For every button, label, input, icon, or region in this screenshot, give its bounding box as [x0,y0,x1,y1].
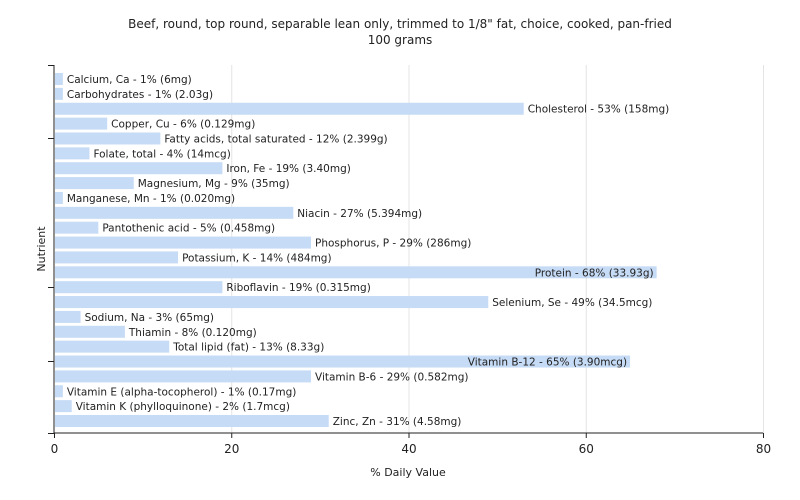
bar-label: Vitamin B-12 - 65% (3.90mcg) [468,357,627,369]
x-tick-label: 80 [756,442,771,456]
bar-label: Folate, total - 4% (14mcg) [93,148,230,160]
bar [55,415,329,428]
chart-title: Beef, round, top round, separable lean o… [128,17,672,31]
x-axis-title: % Daily Value [370,466,446,479]
bar [55,296,489,309]
axes: 0 20 40 60 80 [48,65,771,456]
bar [55,340,170,353]
bar-label: Cholesterol - 53% (158mg) [528,104,670,116]
bar [55,117,108,130]
bar-label: Vitamin K (phylloquinone) - 2% (1.7mcg) [76,401,290,413]
bar-label: Copper, Cu - 6% (0.129mg) [111,119,255,131]
bar-label: Magnesium, Mg - 9% (35mg) [138,178,290,190]
bar [55,281,223,294]
bar-label: Vitamin E (alpha-tocopherol) - 1% (0.17m… [67,386,296,398]
bar-label: Zinc, Zn - 31% (4.58mg) [333,416,462,428]
bar-label: Sodium, Na - 3% (65mg) [85,312,214,324]
bar [55,162,223,175]
bar-label: Phosphorus, P - 29% (286mg) [315,238,471,250]
bar [55,147,90,160]
bar-label: Manganese, Mn - 1% (0.020mg) [67,193,235,205]
bar-label: Niacin - 27% (5.394mg) [297,208,422,220]
bar-label: Thiamin - 8% (0.120mg) [128,327,257,339]
bar-label: Selenium, Se - 49% (34.5mcg) [492,297,652,309]
bar [55,191,63,204]
bar-label: Potassium, K - 14% (484mg) [182,252,332,264]
bar [55,251,179,264]
bars: Calcium, Ca - 1% (6mg) Carbohydrates - 1%… [55,73,669,428]
bar [55,73,63,85]
chart-subtitle: 100 grams [367,33,433,47]
bar [55,370,312,383]
bar-label: Fatty acids, total saturated - 12% (2.39… [164,133,387,145]
x-tick-label: 0 [51,442,59,456]
bar-label: Pantothenic acid - 5% (0.458mg) [102,223,275,235]
bar [55,310,81,323]
bar-label: Carbohydrates - 1% (2.03g) [67,89,213,101]
bar [55,177,134,190]
bar-label: Total lipid (fat) - 13% (8.33g) [172,342,324,354]
x-tick-label: 40 [401,442,416,456]
bar [55,355,631,368]
grid-lines [231,65,764,433]
bar-label: Riboflavin - 19% (0.315mg) [226,282,370,294]
y-axis-title: Nutrient [35,226,48,272]
x-tick-label: 60 [579,442,594,456]
bar [55,266,657,279]
bar [55,325,125,338]
bar [55,87,63,100]
bar-label: Calcium, Ca - 1% (6mg) [67,74,192,86]
bar-label: Vitamin B-6 - 29% (0.582mg) [315,371,469,383]
bar [55,132,161,145]
bar-label: Iron, Fe - 19% (3.40mg) [226,163,350,175]
bar [55,385,63,398]
bar-label: Protein - 68% (33.93g) [535,267,654,279]
bar [55,221,99,234]
x-tick-label: 20 [224,442,239,456]
bar [55,206,294,219]
bar [55,236,312,249]
bar [55,102,524,115]
bar [55,400,72,413]
